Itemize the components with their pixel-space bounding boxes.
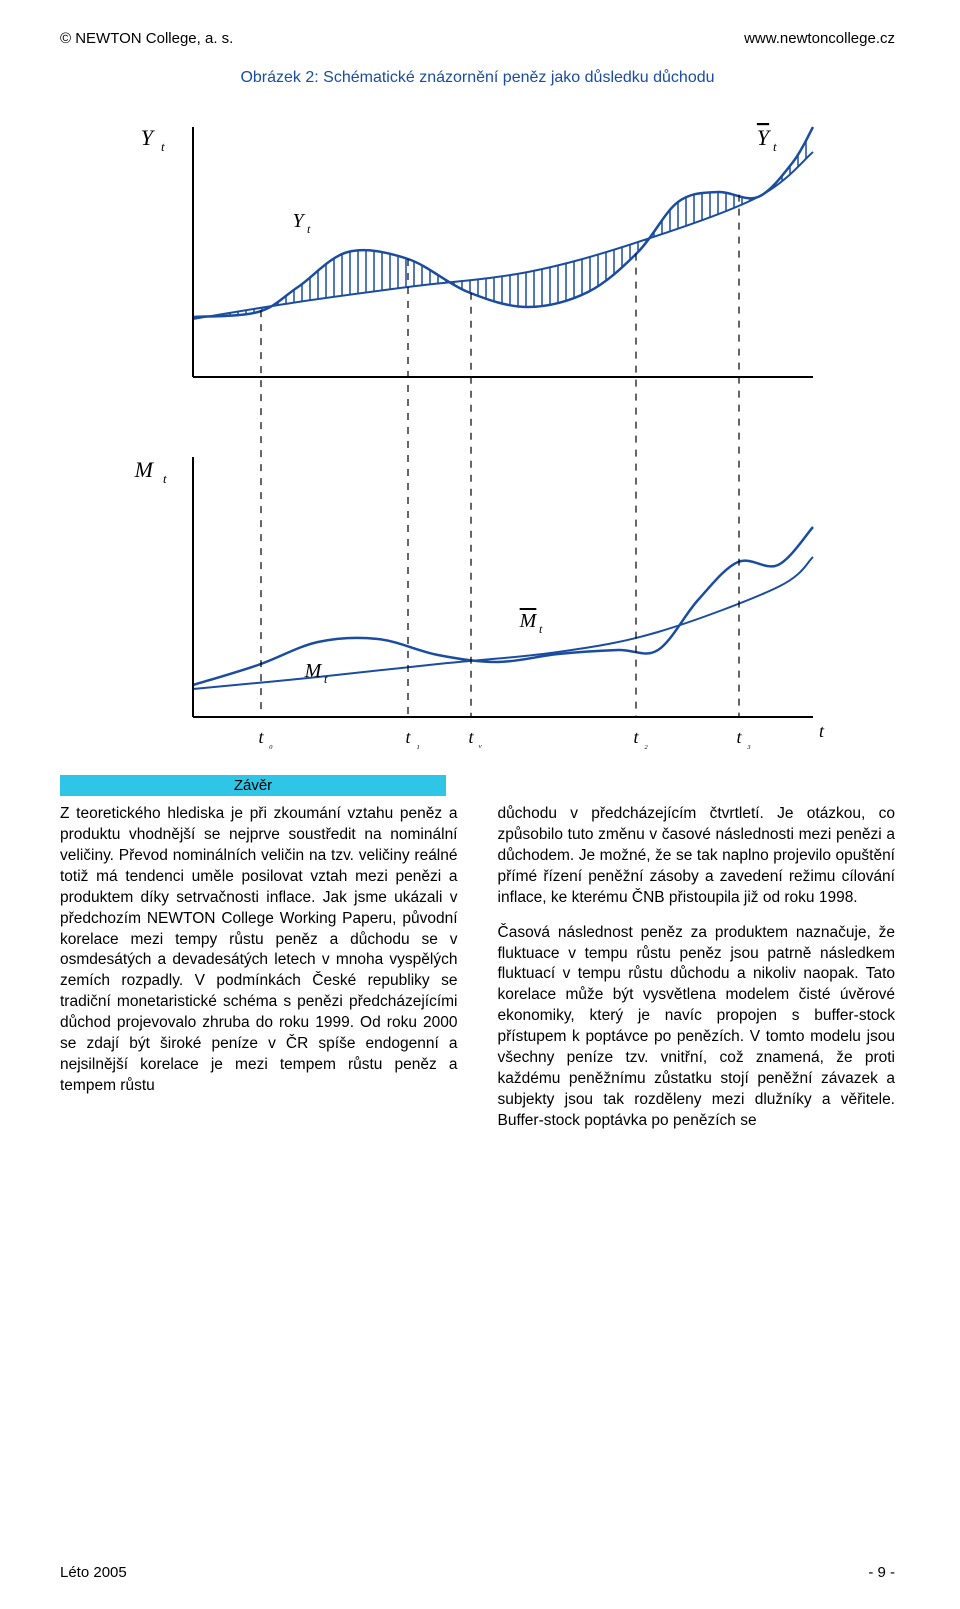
column-right: důchodu v předcházejícím čtvrtletí. Je o… (498, 804, 896, 1132)
page-footer: Léto 2005 - 9 - (60, 1564, 895, 1581)
svg-text:t: t (539, 622, 543, 636)
page-header: © NEWTON College, a. s. www.newtoncolleg… (60, 30, 895, 47)
svg-text:M: M (518, 610, 537, 632)
footer-right: - 9 - (868, 1564, 895, 1581)
footer-left: Léto 2005 (60, 1564, 127, 1581)
svg-text:t: t (324, 672, 328, 686)
svg-text:t: t (405, 727, 411, 747)
svg-text:₁: ₁ (416, 738, 420, 750)
svg-text:t: t (736, 727, 742, 747)
svg-text:ᵥ: ᵥ (478, 738, 482, 750)
svg-text:Y: Y (140, 125, 155, 150)
svg-text:M: M (303, 660, 322, 682)
body-columns: Z teoretického hlediska je při zkoumání … (60, 804, 895, 1132)
header-left: © NEWTON College, a. s. (60, 30, 233, 47)
svg-text:t: t (819, 721, 825, 741)
figure-title: Obrázek 2: Schématické znázornění peněz … (60, 69, 895, 87)
figure-wrap: YtYtYtMtMtMtt₀t₁tᵥt₂t₃t (60, 97, 895, 757)
section-title-bar: Závěr (60, 775, 446, 796)
svg-text:t: t (633, 727, 639, 747)
header-right: www.newtoncollege.cz (744, 30, 895, 47)
svg-text:t: t (258, 727, 264, 747)
svg-text:Y: Y (756, 125, 771, 150)
column-left: Z teoretického hlediska je při zkoumání … (60, 804, 458, 1132)
svg-text:t: t (163, 471, 167, 486)
svg-text:t: t (468, 727, 474, 747)
figure-svg: YtYtYtMtMtMtt₀t₁tᵥt₂t₃t (98, 97, 858, 757)
svg-text:Y: Y (292, 210, 305, 232)
svg-text:₂: ₂ (644, 738, 648, 750)
section-title: Závěr (60, 777, 446, 794)
svg-text:₀: ₀ (269, 738, 273, 750)
svg-text:t: t (161, 139, 165, 154)
svg-text:₃: ₃ (747, 738, 751, 750)
svg-text:M: M (133, 457, 154, 482)
svg-text:t: t (773, 139, 777, 154)
svg-text:t: t (307, 222, 311, 236)
